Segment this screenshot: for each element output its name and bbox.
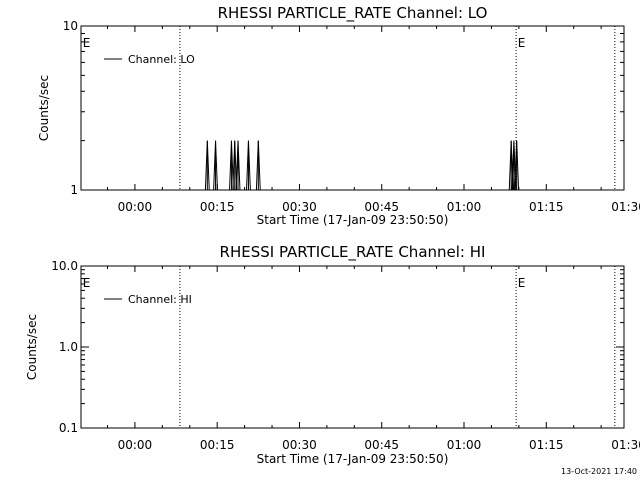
legend-label: Channel: HI bbox=[128, 293, 192, 306]
y-tick-label: 0.1 bbox=[59, 421, 78, 435]
y-axis-label: Counts/sec bbox=[25, 314, 39, 380]
panel-lo: RHESSI PARTICLE_RATE Channel: LO Start Ti… bbox=[37, 4, 640, 227]
y-tick-label: 10 bbox=[63, 19, 78, 33]
footer-timestamp: 13-Oct-2021 17:40 bbox=[561, 467, 637, 476]
x-tick-label: 00:30 bbox=[282, 438, 317, 452]
chart-title: RHESSI PARTICLE_RATE Channel: LO bbox=[218, 4, 488, 23]
y-axis-label: Counts/sec bbox=[37, 75, 51, 141]
x-tick-label: 00:00 bbox=[118, 438, 153, 452]
panel-hi: RHESSI PARTICLE_RATE Channel: HI Start Ti… bbox=[25, 243, 640, 466]
plot-frame bbox=[80, 265, 625, 429]
plot-frame bbox=[80, 25, 625, 191]
x-tick-label: 00:00 bbox=[118, 200, 153, 214]
x-tick-label: 01:30 bbox=[611, 438, 640, 452]
x-tick-label: 01:00 bbox=[447, 438, 482, 452]
x-axis-label: Start Time (17-Jan-09 23:50:50) bbox=[257, 213, 449, 227]
x-tick-label: 00:45 bbox=[364, 200, 399, 214]
x-tick-label: 00:30 bbox=[282, 200, 317, 214]
x-tick-label: 00:15 bbox=[200, 438, 235, 452]
x-tick-label: 00:45 bbox=[364, 438, 399, 452]
x-tick-label: 01:00 bbox=[447, 200, 482, 214]
chart-title: RHESSI PARTICLE_RATE Channel: HI bbox=[220, 243, 486, 262]
y-tick-label: 10.0 bbox=[51, 259, 78, 273]
x-tick-label: 01:15 bbox=[529, 438, 564, 452]
legend-label: Channel: LO bbox=[128, 53, 195, 66]
x-tick-label: 01:30 bbox=[611, 200, 640, 214]
y-tick-label: 1.0 bbox=[59, 340, 78, 354]
x-tick-label: 01:15 bbox=[529, 200, 564, 214]
x-tick-label: 00:15 bbox=[200, 200, 235, 214]
event-marker: E bbox=[518, 276, 526, 290]
event-marker: E bbox=[83, 276, 91, 290]
event-marker: E bbox=[518, 36, 526, 50]
x-axis-label: Start Time (17-Jan-09 23:50:50) bbox=[257, 452, 449, 466]
event-marker: E bbox=[83, 36, 91, 50]
y-tick-label: 1 bbox=[70, 183, 78, 197]
